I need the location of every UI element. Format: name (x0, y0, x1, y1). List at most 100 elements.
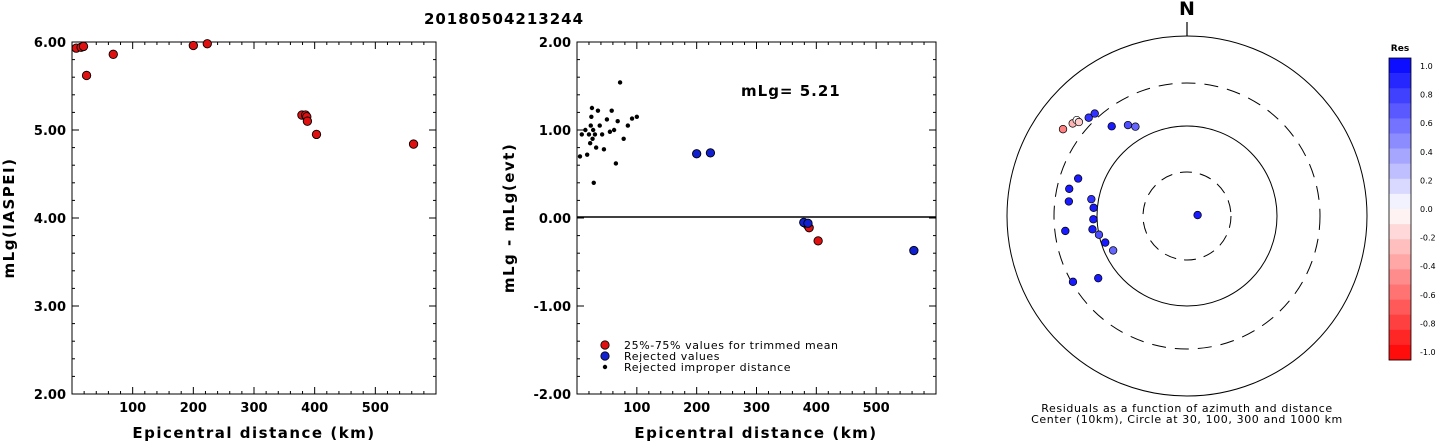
panel-magnitude-vs-distance: 100 200 300 400 500 2.00 3.00 4.00 5.00 6.00 Epi… (0, 36, 437, 441)
y-tick-label: 5.00 (34, 124, 66, 139)
improper-distance-point (589, 114, 594, 120)
y-tick-label: 3.00 (34, 300, 66, 315)
data-point (408, 139, 419, 149)
colorbar-title: Res (1391, 44, 1409, 54)
legend-marker-trimmed (600, 340, 610, 350)
improper-distance-point (613, 161, 619, 166)
station-residual-point (1064, 197, 1073, 206)
colorbar-cells (1389, 58, 1411, 361)
improper-distance-point (584, 152, 590, 157)
data-point (188, 40, 198, 51)
colorbar-cell (1389, 254, 1411, 270)
colorbar-tick-label: -0.6 (1420, 291, 1436, 300)
panel2-magnitude-annotation: mLg= 5.21 (741, 82, 841, 100)
rejected-point (705, 148, 716, 158)
station-residual-point (1094, 230, 1104, 239)
y-tick-label: 2.00 (34, 388, 66, 403)
colorbar-cell (1389, 344, 1411, 361)
station-residual-point (1073, 174, 1083, 183)
improper-distance-point (589, 105, 595, 111)
polar-ring-300km (1053, 82, 1321, 350)
improper-distance-point (597, 123, 602, 128)
colorbar-tick-label: -0.8 (1420, 319, 1436, 328)
colorbar-tick-label: 0.2 (1420, 176, 1433, 185)
improper-distance-point (609, 108, 614, 113)
panel2-y-axis-label: mLg - mLg(evt) (500, 143, 518, 293)
colorbar-tick-label: 1.0 (1420, 62, 1433, 71)
station-residual-point (1088, 225, 1097, 234)
panel1-y-tick-labels: 2.00 3.00 4.00 5.00 6.00 (34, 36, 66, 403)
station-residual-point (1087, 194, 1096, 204)
y-tick-label: -1.00 (534, 300, 571, 315)
colorbar-cell (1389, 58, 1411, 74)
x-tick-label: 100 (623, 401, 650, 416)
improper-distance-point (591, 180, 596, 185)
x-tick-label: 200 (683, 401, 710, 416)
x-tick-label: 200 (180, 401, 207, 416)
station-residual-point (1101, 238, 1110, 247)
improper-distance-point (593, 145, 599, 150)
rejected-point (692, 149, 702, 159)
north-label: N (1179, 0, 1195, 20)
panel1-x-tick-labels: 100 200 300 400 500 (119, 401, 389, 416)
figure-title: 20180504213244 (424, 10, 584, 28)
x-tick-label: 100 (119, 401, 146, 416)
y-tick-label: 0.00 (539, 212, 571, 227)
colorbar-cell (1389, 118, 1411, 134)
panel-residual-vs-distance: 100 200 300 400 500 -2.00 -1.00 0.00 1.00 2.00 m… (500, 36, 937, 441)
data-point (81, 70, 92, 81)
x-tick-label: 300 (240, 401, 267, 416)
polar-ring-30km (1142, 171, 1232, 261)
rejected-point (909, 245, 919, 256)
colorbar-tick-label: -0.2 (1420, 234, 1436, 243)
improper-distance-point (595, 108, 601, 113)
colorbar-tick-label: 0.4 (1420, 148, 1433, 157)
station-residual-point (1074, 117, 1084, 127)
improper-distance-point (587, 141, 593, 146)
data-point (302, 116, 313, 126)
colorbar-tick-label: -1.0 (1420, 348, 1436, 357)
improper-distance-point (634, 114, 640, 120)
panel1-frame (71, 41, 437, 395)
improper-distance-point (586, 132, 592, 137)
improper-distance-point (583, 127, 588, 133)
colorbar-cell (1389, 103, 1411, 119)
improper-distance-point (629, 116, 635, 121)
x-tick-label: 500 (863, 401, 890, 416)
data-point (311, 129, 322, 140)
station-residual-point (1123, 120, 1133, 130)
panel1-ticks (72, 41, 436, 395)
improper-distance-point (611, 127, 617, 133)
y-tick-label: 2.00 (539, 36, 571, 51)
y-tick-label: 6.00 (34, 36, 66, 51)
x-tick-label: 500 (362, 401, 389, 416)
panel2-ticks (577, 41, 936, 395)
panel1-points (71, 39, 419, 149)
colorbar-cell (1389, 314, 1411, 331)
data-point (108, 49, 118, 59)
improper-distance-point (601, 147, 607, 152)
colorbar-tick-label: 0.6 (1420, 119, 1433, 128)
panel2-x-tick-labels: 100 200 300 400 500 (623, 401, 889, 416)
station-residual-point (1058, 125, 1068, 134)
rejected-point (803, 218, 813, 228)
improper-distance-point (588, 123, 593, 128)
colorbar-cell (1389, 329, 1411, 346)
x-tick-label: 300 (743, 401, 770, 416)
station-residual-point (1131, 122, 1140, 131)
legend-marker-improper (602, 364, 608, 370)
x-tick-label: 400 (803, 401, 830, 416)
colorbar-tick-labels: 1.0 0.8 0.6 0.4 0.2 0.0 -0.2 -0.4 -0.6 -0.8 -1.0 (1420, 62, 1436, 357)
colorbar-cell (1389, 163, 1411, 180)
legend-label-improper: Rejected improper distance (624, 361, 791, 374)
improper-distance-point (607, 129, 613, 134)
improper-distance-point (615, 119, 620, 124)
colorbar-cell (1389, 269, 1411, 285)
station-residual-point (1089, 203, 1098, 212)
legend-label-rejected: Rejected values (624, 350, 720, 363)
station-residual-point (1084, 113, 1093, 122)
colorbar-tick-label: -0.4 (1420, 262, 1436, 271)
panel-azimuth-polar: N Residuals as a function of azimuth and… (1006, 0, 1368, 426)
improper-distance-point (621, 136, 626, 141)
